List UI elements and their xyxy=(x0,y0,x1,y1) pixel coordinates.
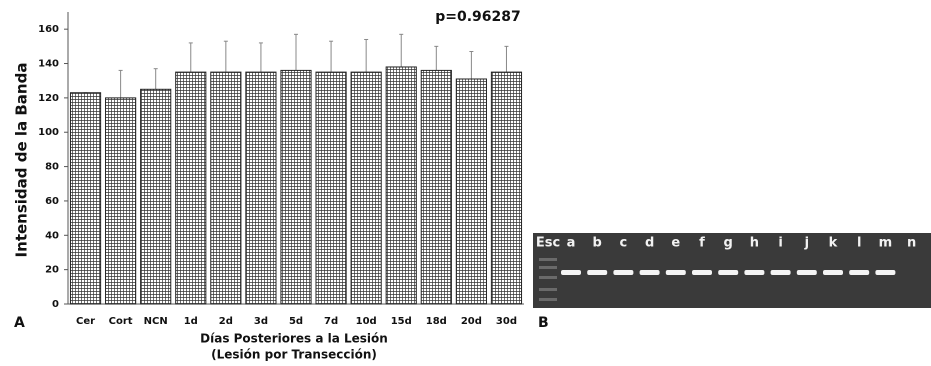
x-tick-label: 1d xyxy=(184,316,198,327)
x-tick-label: Cer xyxy=(76,316,95,327)
lane-label: g xyxy=(724,236,733,251)
x-tick-label: 5d xyxy=(289,316,303,327)
gel-band xyxy=(587,270,607,275)
x-tick-label: 30d xyxy=(496,316,517,327)
bar xyxy=(316,72,346,304)
y-tick-label: 100 xyxy=(38,127,59,138)
gel-band xyxy=(797,270,817,275)
x-tick-label: 3d xyxy=(254,316,268,327)
lane-label: i xyxy=(778,236,782,251)
y-tick-label: 40 xyxy=(45,230,59,241)
x-tick-label: 7d xyxy=(324,316,338,327)
x-tick-label: Cort xyxy=(109,316,133,327)
y-tick-label: 160 xyxy=(38,24,59,35)
ladder-band xyxy=(539,298,557,301)
y-tick-label: 60 xyxy=(45,196,59,207)
x-tick-label: 10d xyxy=(356,316,377,327)
lane-label: h xyxy=(750,236,759,251)
gel-band xyxy=(771,270,791,275)
lane-label: l xyxy=(857,236,861,251)
bar xyxy=(456,79,486,304)
gel-band xyxy=(744,270,764,275)
ladder-band xyxy=(539,266,557,269)
gel-band xyxy=(718,270,738,275)
y-tick-label: 140 xyxy=(38,59,59,70)
bar xyxy=(70,93,100,304)
lane-label: j xyxy=(804,236,809,251)
gel-band xyxy=(666,270,686,275)
x-tick-label: 20d xyxy=(461,316,482,327)
gel-band xyxy=(561,270,581,275)
bar xyxy=(281,70,311,304)
panel-label: A xyxy=(14,315,25,331)
bar xyxy=(351,72,381,304)
lane-label: k xyxy=(829,236,838,251)
annotation: p=0.96287 xyxy=(435,9,521,25)
lane-label: f xyxy=(699,236,705,251)
lane-label: a xyxy=(567,236,576,251)
y-tick-label: 20 xyxy=(45,265,59,276)
lane-label: m xyxy=(879,236,893,251)
y-tick-label: 0 xyxy=(52,299,59,310)
lane-label: c xyxy=(620,236,628,251)
x-tick-label: 2d xyxy=(219,316,233,327)
gel-band xyxy=(849,270,869,275)
lane-label: n xyxy=(907,236,916,251)
y-tick-label: 120 xyxy=(38,93,59,104)
bar xyxy=(176,72,206,304)
x-tick-label: NCN xyxy=(144,316,168,327)
panel-label: B xyxy=(538,315,549,331)
bar xyxy=(106,98,136,304)
bar xyxy=(211,72,241,304)
bar xyxy=(491,72,521,304)
ladder-band xyxy=(539,276,557,279)
x-axis-label: Días Posteriores a la Lesión xyxy=(200,332,388,346)
y-tick-label: 80 xyxy=(45,162,59,173)
gel-band xyxy=(640,270,660,275)
x-tick-label: 18d xyxy=(426,316,447,327)
gel-band xyxy=(875,270,895,275)
lane-label: b xyxy=(593,236,602,251)
lane-label: Esc xyxy=(536,236,560,251)
bar xyxy=(386,67,416,304)
x-tick-label: 15d xyxy=(391,316,412,327)
bar xyxy=(421,70,451,304)
lane-label: d xyxy=(645,236,654,251)
gel-band xyxy=(692,270,712,275)
figure: Intensidad de la Banda p=0.96287 Días Po… xyxy=(0,0,931,366)
bar xyxy=(246,72,276,304)
gel-band xyxy=(613,270,633,275)
lane-label: e xyxy=(671,236,680,251)
y-axis-label: Intensidad de la Banda xyxy=(13,63,31,258)
ladder-band xyxy=(539,258,557,261)
ladder-band xyxy=(539,288,557,291)
gel-band xyxy=(823,270,843,275)
bar xyxy=(141,89,171,304)
x-axis-sublabel: (Lesión por Transección) xyxy=(211,348,377,362)
